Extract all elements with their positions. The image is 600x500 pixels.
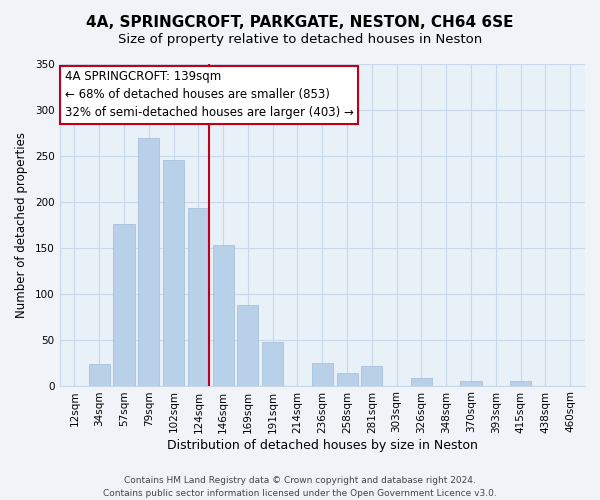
Bar [138, 138, 160, 386]
Bar [238, 304, 259, 386]
Bar [212, 245, 233, 386]
Bar [89, 364, 110, 386]
Bar [163, 160, 184, 386]
Text: Contains HM Land Registry data © Crown copyright and database right 2024.
Contai: Contains HM Land Registry data © Crown c… [103, 476, 497, 498]
X-axis label: Distribution of detached houses by size in Neston: Distribution of detached houses by size … [167, 440, 478, 452]
Bar [262, 342, 283, 386]
Text: 4A SPRINGCROFT: 139sqm
← 68% of detached houses are smaller (853)
32% of semi-de: 4A SPRINGCROFT: 139sqm ← 68% of detached… [65, 70, 353, 120]
Bar [361, 366, 382, 386]
Text: 4A, SPRINGCROFT, PARKGATE, NESTON, CH64 6SE: 4A, SPRINGCROFT, PARKGATE, NESTON, CH64 … [86, 15, 514, 30]
Bar [113, 224, 134, 386]
Bar [188, 208, 209, 386]
Bar [337, 372, 358, 386]
Bar [312, 362, 333, 386]
Bar [411, 378, 432, 386]
Text: Size of property relative to detached houses in Neston: Size of property relative to detached ho… [118, 32, 482, 46]
Bar [510, 381, 531, 386]
Y-axis label: Number of detached properties: Number of detached properties [15, 132, 28, 318]
Bar [460, 381, 482, 386]
